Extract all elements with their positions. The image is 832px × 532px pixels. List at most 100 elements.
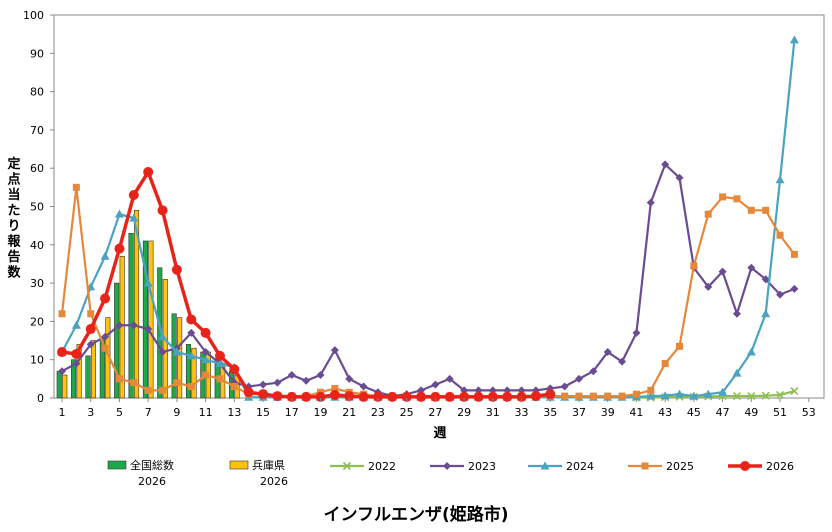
data-point	[761, 391, 770, 400]
x-tick-label: 45	[687, 406, 701, 419]
chart-title: インフルエンザ(姫路市)	[323, 504, 508, 525]
data-point	[143, 278, 153, 287]
data-point	[129, 213, 139, 222]
legend-label: 2024	[566, 460, 594, 473]
data-point	[358, 391, 369, 402]
data-point	[632, 328, 641, 337]
y-tick-label: 40	[30, 239, 44, 252]
x-tick-label: 47	[716, 406, 730, 419]
data-point	[128, 190, 139, 201]
data-point	[704, 282, 713, 291]
legend-label-year: 2026	[138, 475, 166, 488]
data-point	[718, 387, 728, 396]
data-point	[719, 193, 727, 201]
data-point	[747, 392, 756, 401]
bar	[56, 370, 62, 399]
bar	[128, 233, 134, 399]
data-point	[676, 342, 684, 350]
data-point	[647, 386, 655, 394]
x-tick-label: 51	[773, 406, 787, 419]
data-point	[101, 332, 110, 341]
bar	[148, 240, 154, 399]
data-point	[690, 262, 698, 270]
y-tick-label: 10	[30, 354, 44, 367]
bar	[76, 344, 82, 399]
y-tick-label: 70	[30, 124, 44, 137]
data-point	[329, 389, 340, 400]
legend-label: 2023	[468, 460, 496, 473]
data-point	[100, 293, 111, 304]
data-point	[243, 387, 254, 398]
data-point	[703, 389, 713, 398]
data-point	[487, 391, 498, 402]
x-tick-label: 29	[457, 406, 471, 419]
data-point	[430, 391, 441, 402]
data-point	[187, 328, 196, 337]
data-point	[273, 378, 282, 387]
data-point	[660, 391, 670, 400]
y-tick-label: 20	[30, 315, 44, 328]
data-point	[733, 195, 741, 203]
data-point	[159, 386, 167, 394]
data-point	[732, 309, 741, 318]
data-point	[732, 368, 742, 377]
data-point	[502, 391, 513, 402]
x-tick-label: 15	[256, 406, 270, 419]
y-tick-label: 90	[30, 47, 44, 60]
data-point	[603, 348, 612, 357]
x-tick-label: 17	[285, 406, 299, 419]
data-point	[718, 267, 727, 276]
data-point	[301, 391, 312, 402]
bar	[191, 347, 197, 399]
bar	[90, 340, 97, 399]
data-point	[790, 387, 799, 396]
data-point	[387, 391, 398, 402]
legend-marker	[342, 461, 352, 471]
data-point	[172, 347, 182, 356]
legend-marker	[443, 462, 451, 470]
bar	[114, 282, 120, 399]
bar	[134, 210, 140, 399]
data-point	[604, 392, 612, 400]
legend-label: 2025	[666, 460, 694, 473]
data-point	[401, 391, 412, 402]
data-point	[215, 359, 225, 368]
data-point	[416, 391, 427, 402]
bar	[177, 317, 183, 399]
data-point	[115, 321, 124, 330]
data-point	[230, 383, 238, 391]
data-point	[258, 389, 269, 400]
data-point	[115, 375, 123, 383]
data-point	[445, 374, 454, 383]
series-2026	[57, 167, 556, 402]
data-point	[130, 379, 138, 387]
data-point	[444, 391, 455, 402]
data-point	[775, 175, 785, 184]
legend-swatch	[229, 460, 249, 470]
y-tick-label: 50	[30, 201, 44, 214]
data-point	[200, 327, 211, 338]
data-point	[746, 347, 756, 356]
x-tick-label: 5	[116, 406, 123, 419]
data-point	[58, 367, 66, 376]
legend-marker	[540, 461, 550, 470]
x-tick-label: 41	[629, 406, 643, 419]
legend-marker	[641, 462, 649, 470]
bar	[142, 240, 148, 399]
data-point	[100, 251, 110, 260]
x-tick-label: 9	[173, 406, 180, 419]
series-line-2023	[61, 162, 795, 398]
data-point	[144, 325, 153, 334]
legend-marker	[740, 461, 750, 471]
data-point	[344, 391, 355, 402]
data-point	[187, 383, 195, 391]
bar	[71, 359, 77, 399]
data-point	[71, 320, 81, 329]
data-point	[71, 348, 82, 359]
data-point	[359, 382, 368, 391]
data-point	[732, 392, 742, 401]
legend-swatch	[107, 460, 127, 470]
data-point	[747, 263, 756, 272]
y-tick-label: 100	[23, 9, 44, 22]
plot-area	[53, 14, 825, 399]
